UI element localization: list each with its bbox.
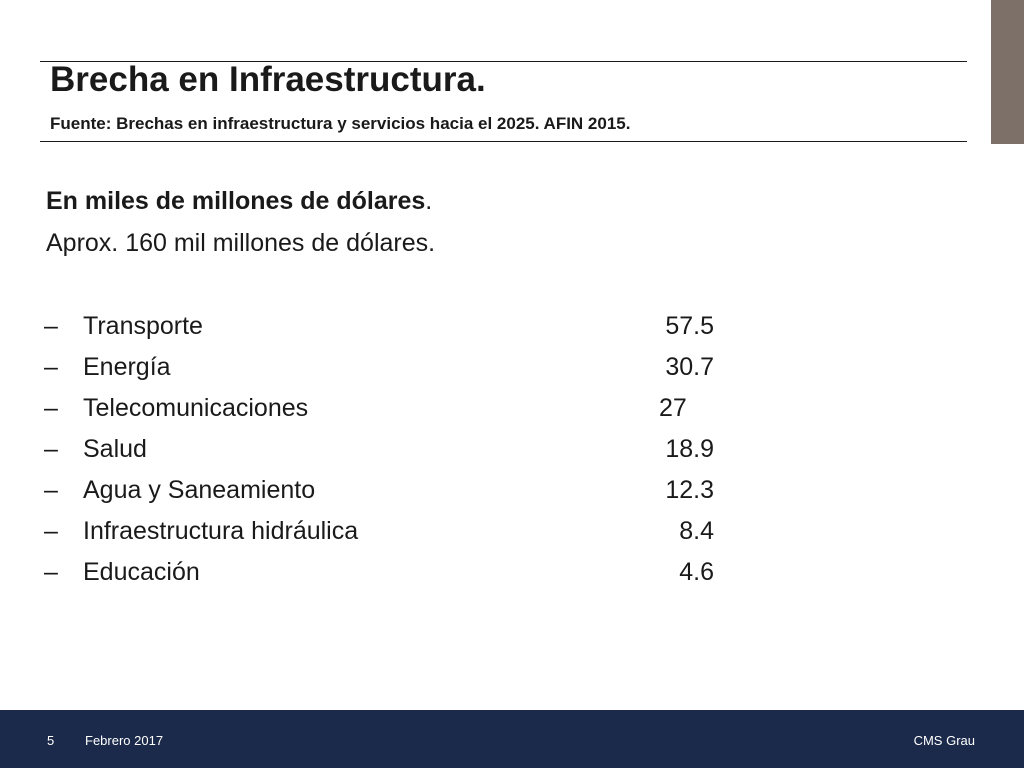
footer-date: Febrero 2017 xyxy=(85,733,164,748)
unit-statement-bold: En miles de millones de dólares xyxy=(46,187,426,215)
sector-name: Salud xyxy=(83,435,147,463)
sector-row-educacion: – Educación 4.6 xyxy=(0,554,760,590)
dash-bullet-icon: – xyxy=(44,312,58,340)
dash-bullet-icon: – xyxy=(44,435,58,463)
title-top-rule xyxy=(40,61,967,62)
slide-title: Brecha en Infraestructura. xyxy=(50,60,486,99)
sector-value: 8.4 xyxy=(679,517,714,545)
sector-name: Transporte xyxy=(83,312,203,340)
sector-value: 4.6 xyxy=(679,558,714,586)
sector-name: Educación xyxy=(83,558,200,586)
approx-total: Aprox. 160 mil millones de dólares. xyxy=(46,229,436,257)
sector-value: 12.3 xyxy=(665,476,714,504)
sector-name: Agua y Saneamiento xyxy=(83,476,316,504)
corner-accent-block xyxy=(991,0,1024,144)
page-number: 5 xyxy=(47,733,55,748)
sector-row-agua-saneamiento: – Agua y Saneamiento 12.3 xyxy=(0,472,760,508)
title-bottom-rule xyxy=(40,141,967,142)
unit-statement-period: . xyxy=(425,187,433,215)
dash-bullet-icon: – xyxy=(44,558,58,586)
sector-value: 18.9 xyxy=(665,435,714,463)
dash-bullet-icon: – xyxy=(44,353,58,381)
sector-name: Telecomunicaciones xyxy=(83,394,309,422)
sector-row-energia: – Energía 30.7 xyxy=(0,349,760,385)
sector-value: 30.7 xyxy=(665,353,714,381)
sector-row-telecomunicaciones: – Telecomunicaciones 27 xyxy=(0,390,760,426)
dash-bullet-icon: – xyxy=(44,394,58,422)
sector-row-transporte: – Transporte 57.5 xyxy=(0,308,760,344)
dash-bullet-icon: – xyxy=(44,517,58,545)
slide-footer: 5 Febrero 2017 CMS Grau xyxy=(0,710,1024,768)
sector-name: Infraestructura hidráulica xyxy=(83,517,359,545)
slide-subtitle: Fuente: Brechas en infraestructura y ser… xyxy=(50,114,631,133)
sector-value: 57.5 xyxy=(665,312,714,340)
dash-bullet-icon: – xyxy=(44,476,58,504)
sector-row-salud: – Salud 18.9 xyxy=(0,431,760,467)
unit-statement: En miles de millones de dólares. xyxy=(46,183,432,219)
sector-value: 27 xyxy=(659,394,687,422)
sector-name: Energía xyxy=(83,353,171,381)
footer-brand: CMS Grau xyxy=(913,733,975,748)
sector-row-infraestructura-hidraulica: – Infraestructura hidráulica 8.4 xyxy=(0,513,760,549)
